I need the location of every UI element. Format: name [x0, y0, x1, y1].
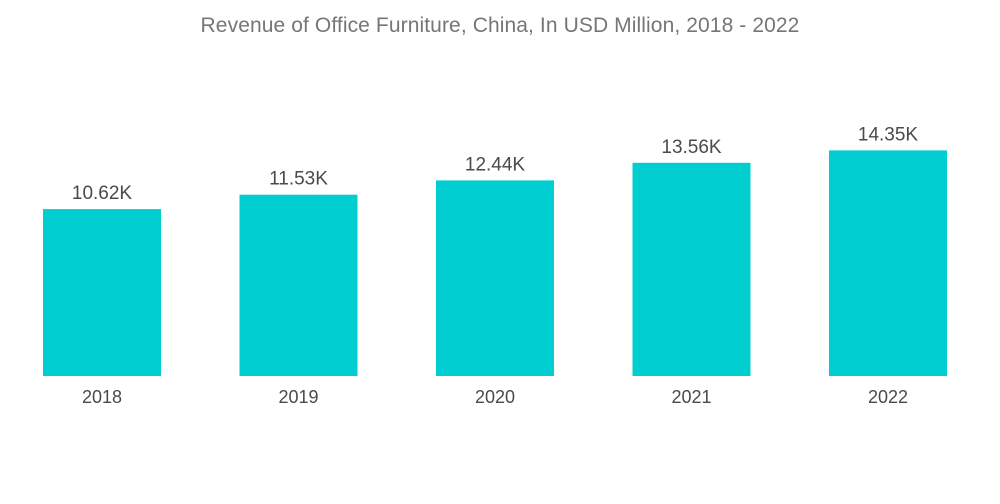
- x-tick-label-2020: 2020: [475, 387, 515, 407]
- bar-2019: [239, 194, 358, 376]
- x-tick-label-2022: 2022: [868, 387, 908, 407]
- bar-value-label-2021: 13.56K: [661, 137, 722, 158]
- bar-2020: [436, 180, 554, 376]
- bar-2018: [43, 209, 161, 376]
- bar-value-label-2022: 14.35K: [858, 124, 919, 145]
- bar-2022: [829, 150, 947, 376]
- bar-value-label-2020: 12.44K: [465, 154, 526, 175]
- bar-2021: [632, 162, 751, 376]
- x-tick-label-2018: 2018: [82, 387, 122, 407]
- x-tick-label-2021: 2021: [671, 387, 711, 407]
- bar-value-label-2018: 10.62K: [72, 183, 133, 204]
- x-tick-label-2019: 2019: [278, 387, 318, 407]
- chart-title: Revenue of Office Furniture, China, In U…: [200, 14, 800, 37]
- bar-value-label-2019: 11.53K: [269, 169, 328, 190]
